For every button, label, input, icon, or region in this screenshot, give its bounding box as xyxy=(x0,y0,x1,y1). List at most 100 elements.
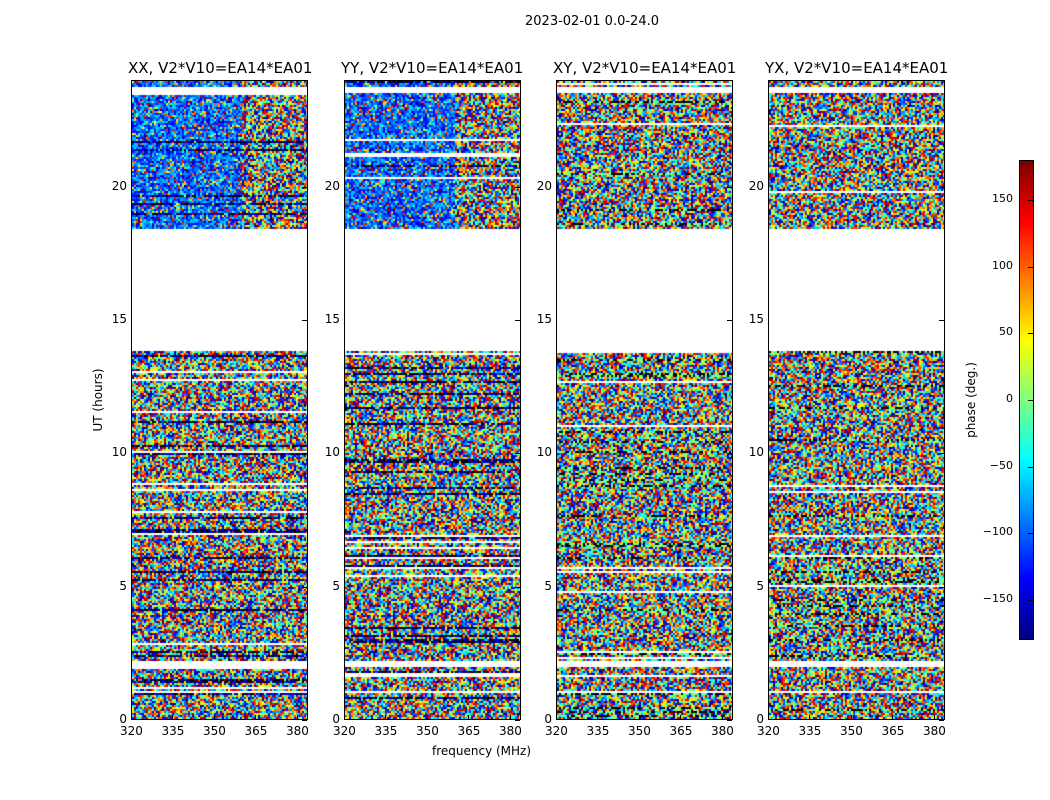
y-tick xyxy=(727,186,732,188)
x-tick-label: 320 xyxy=(333,724,356,738)
y-tick xyxy=(515,320,520,321)
x-tick xyxy=(680,715,682,719)
x-tick xyxy=(933,715,935,719)
x-axis-label: frequency (MHz) xyxy=(432,744,532,758)
colorbar-tick-label: 0 xyxy=(1006,392,1013,405)
colorbar xyxy=(1019,160,1034,640)
heatmap-image xyxy=(132,81,307,719)
x-tick-label: 320 xyxy=(545,724,568,738)
x-tick-label: 335 xyxy=(374,724,398,738)
x-tick xyxy=(213,715,215,719)
y-tick xyxy=(727,720,732,721)
y-tick-label: 10 xyxy=(748,445,764,460)
colorbar-tick xyxy=(1028,466,1033,468)
y-tick xyxy=(727,453,732,455)
x-tick xyxy=(597,715,599,719)
y-tick-label: 5 xyxy=(544,578,552,593)
y-tick-label: 10 xyxy=(324,445,340,460)
heatmap-image xyxy=(345,81,520,719)
y-axis-label: UT (hours) xyxy=(91,368,105,432)
colorbar-tick-label: −100 xyxy=(982,525,1013,539)
colorbar-tick xyxy=(1028,266,1033,268)
y-tick xyxy=(939,586,944,588)
x-tick-label: 335 xyxy=(798,724,822,738)
y-tick xyxy=(727,586,732,588)
heatmap-panel xyxy=(556,80,733,720)
x-tick xyxy=(296,715,298,719)
x-tick xyxy=(850,715,852,719)
colorbar-tick-label: 150 xyxy=(992,192,1013,205)
colorbar-tick-label: 100 xyxy=(992,258,1013,272)
y-tick-label: 0 xyxy=(332,712,340,726)
heatmap-panel xyxy=(131,80,308,720)
y-tick xyxy=(939,320,944,321)
colorbar-tick xyxy=(1028,533,1033,535)
figure-title: 2023-02-01 0.0-24.0 xyxy=(525,14,659,29)
x-tick-label: 350 xyxy=(627,724,651,738)
colorbar-tick xyxy=(1028,400,1033,401)
x-tick xyxy=(131,715,132,719)
colorbar-tick-label: −50 xyxy=(989,458,1013,472)
y-tick xyxy=(515,186,520,188)
panel-title: YX, V2*V10=EA14*EA01 xyxy=(765,59,949,77)
colorbar-tick xyxy=(1028,600,1033,601)
y-tick-label: 15 xyxy=(748,312,764,326)
x-tick-label: 350 xyxy=(415,724,439,738)
x-tick-label: 380 xyxy=(922,724,946,738)
x-tick xyxy=(721,715,723,719)
y-tick-label: 5 xyxy=(332,578,340,593)
y-tick xyxy=(302,453,307,455)
x-tick-label: 365 xyxy=(881,724,905,738)
y-tick xyxy=(727,320,732,321)
y-tick-label: 15 xyxy=(111,312,127,326)
y-tick-label: 0 xyxy=(544,712,552,726)
x-tick xyxy=(468,715,470,719)
y-tick-label: 10 xyxy=(536,445,552,460)
y-tick xyxy=(515,720,520,721)
y-tick-label: 10 xyxy=(111,445,127,460)
y-tick xyxy=(515,586,520,588)
x-tick xyxy=(638,715,640,719)
x-tick-label: 335 xyxy=(161,724,185,738)
x-tick xyxy=(892,715,894,719)
colorbar-tick-label: 50 xyxy=(999,325,1013,339)
x-tick xyxy=(556,715,557,719)
heatmap-panel xyxy=(344,80,521,720)
x-tick-label: 350 xyxy=(839,724,863,738)
colorbar-tick-label: −150 xyxy=(982,592,1013,605)
y-tick-label: 15 xyxy=(324,312,340,326)
panel-title: YY, V2*V10=EA14*EA01 xyxy=(341,59,524,77)
x-tick xyxy=(344,715,345,719)
x-tick-label: 380 xyxy=(710,724,734,738)
heatmap-image xyxy=(769,81,944,719)
y-tick-label: 0 xyxy=(756,712,764,726)
y-tick-label: 0 xyxy=(119,712,127,726)
x-tick-label: 365 xyxy=(244,724,268,738)
y-tick-label: 5 xyxy=(119,578,127,593)
x-tick-label: 380 xyxy=(498,724,522,738)
x-tick-label: 335 xyxy=(586,724,610,738)
colorbar-tick xyxy=(1028,200,1033,201)
y-tick-label: 15 xyxy=(536,312,552,326)
x-tick-label: 320 xyxy=(757,724,780,738)
y-tick-label: 20 xyxy=(748,178,764,193)
x-tick-label: 365 xyxy=(669,724,693,738)
heatmap-panel xyxy=(768,80,945,720)
x-tick xyxy=(385,715,387,719)
x-tick-label: 320 xyxy=(120,724,143,738)
x-tick-label: 380 xyxy=(285,724,309,738)
y-tick xyxy=(939,720,944,721)
x-tick xyxy=(509,715,511,719)
y-tick xyxy=(302,186,307,188)
x-tick xyxy=(809,715,811,719)
x-tick xyxy=(255,715,257,719)
colorbar-tick xyxy=(1028,333,1033,335)
x-tick xyxy=(172,715,174,719)
panel-title: XX, V2*V10=EA14*EA01 xyxy=(128,59,313,77)
panel-title: XY, V2*V10=EA14*EA01 xyxy=(553,59,737,77)
y-tick xyxy=(515,453,520,455)
y-tick-label: 20 xyxy=(536,178,552,193)
y-tick-label: 20 xyxy=(324,178,340,193)
y-tick xyxy=(302,586,307,588)
